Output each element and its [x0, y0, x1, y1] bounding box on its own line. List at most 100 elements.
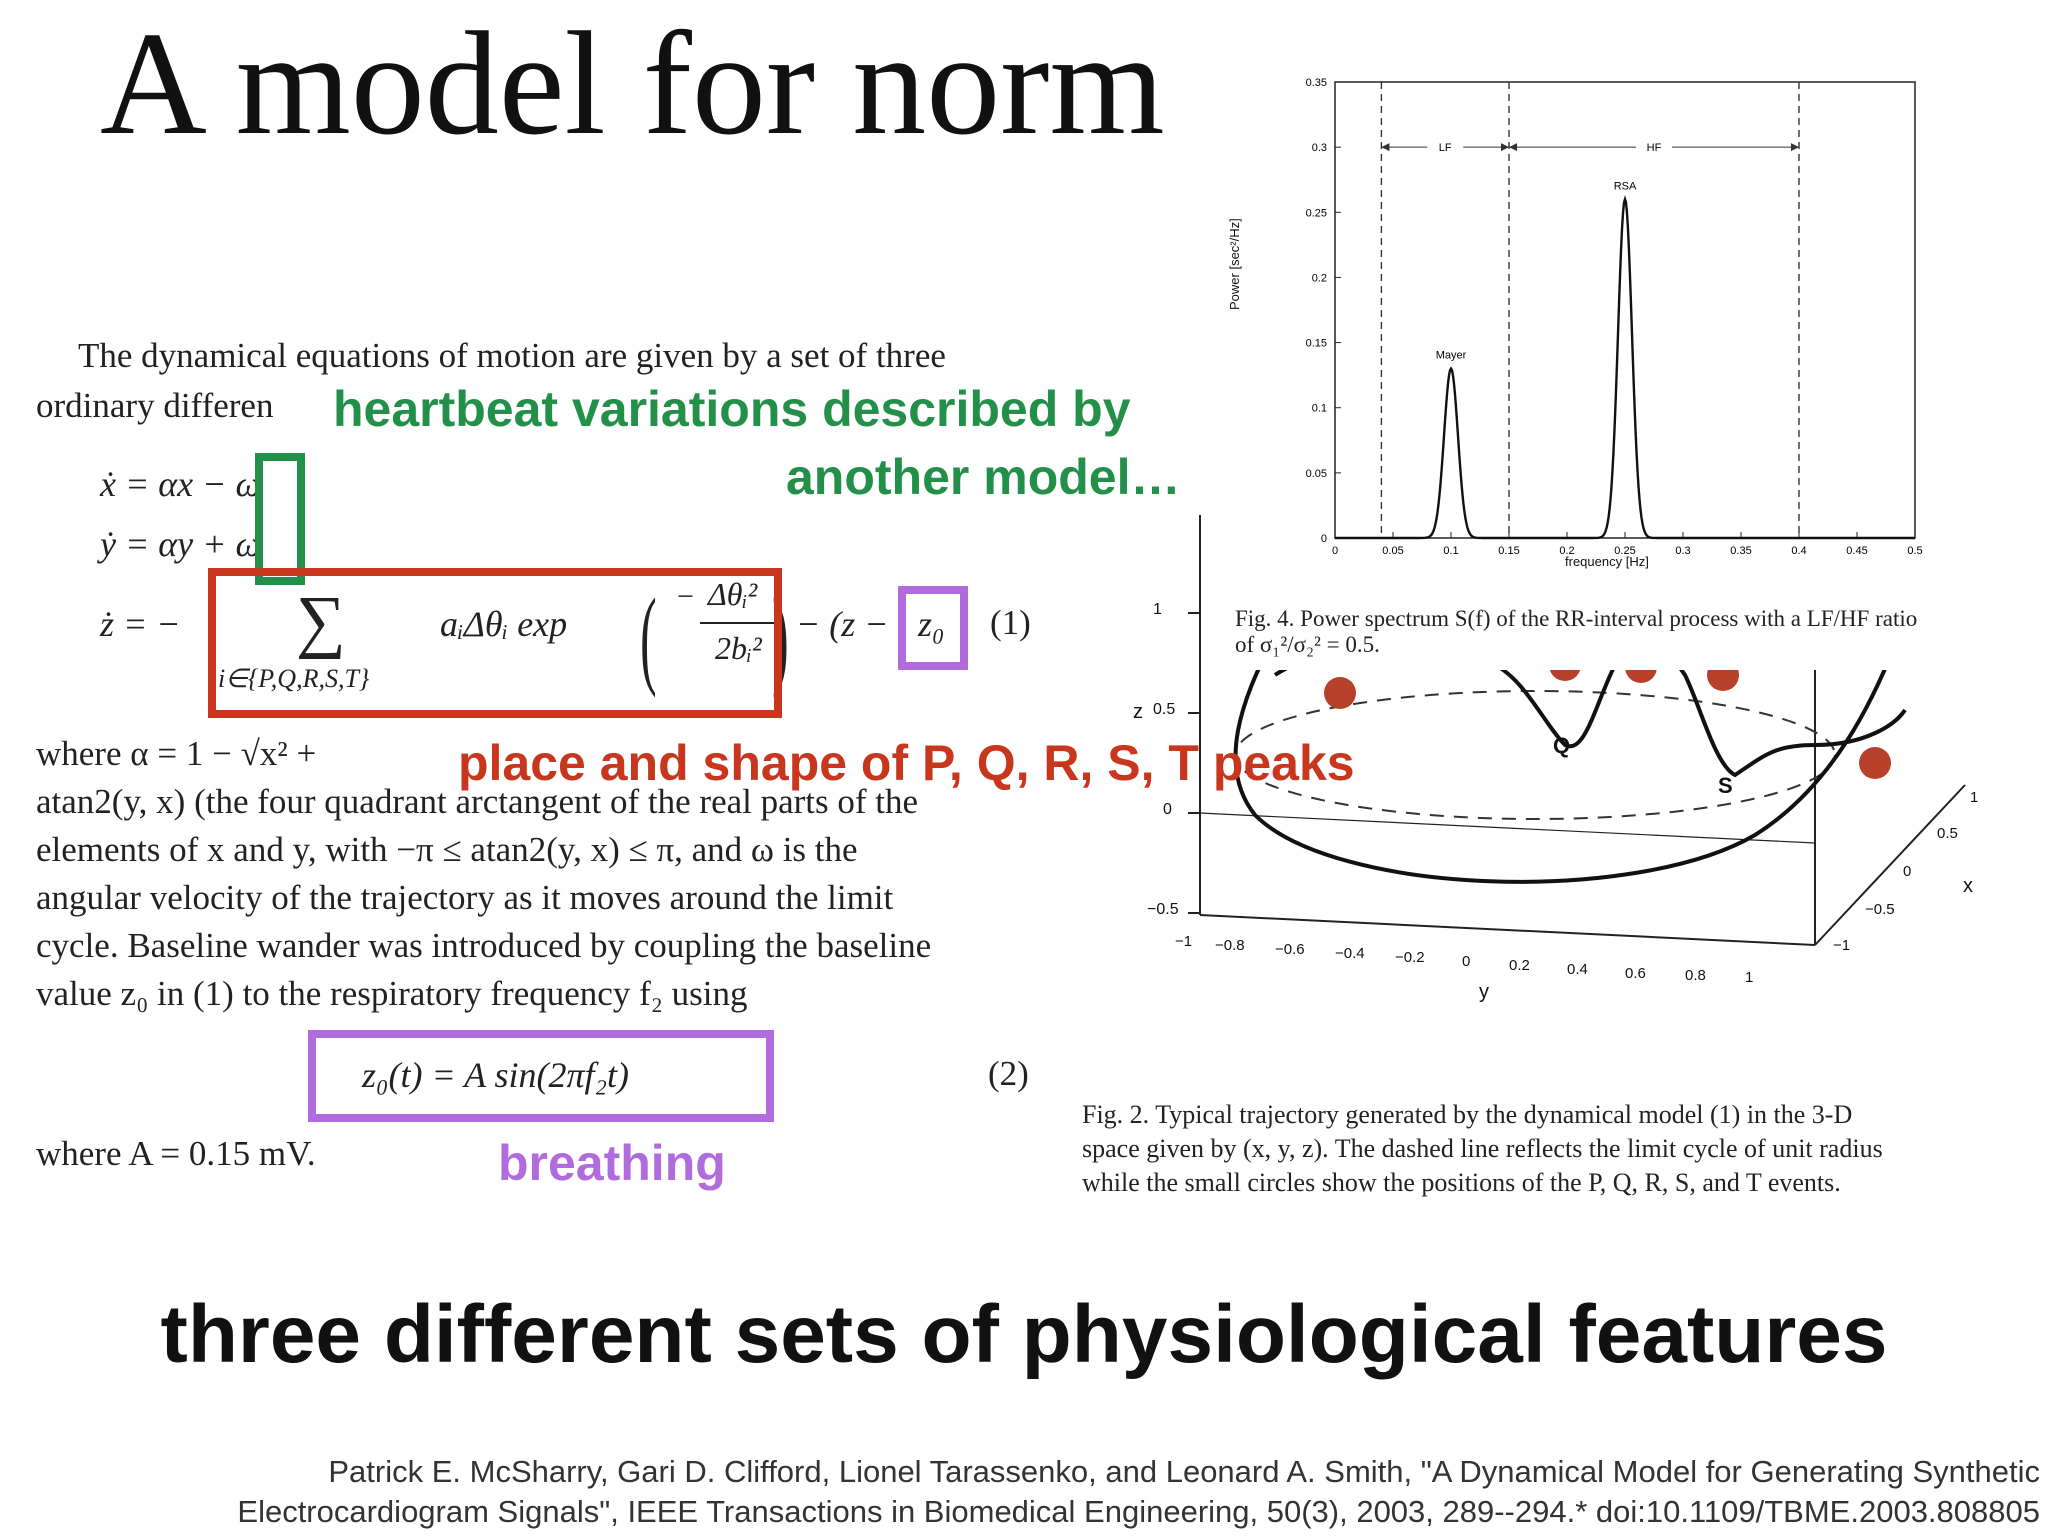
fig2-caption-line1: Fig. 2. Typical trajectory generated by …: [1082, 1100, 1853, 1129]
power-spectrum-x-tick-label: 0.3: [1675, 545, 1690, 557]
power-spectrum-x-tick-label: 0.25: [1614, 545, 1635, 557]
fig2-caption-line3: while the small circles show the positio…: [1082, 1167, 1841, 1197]
equation-y: ẏ = αy + ω: [100, 524, 261, 564]
equation-1-number: (1): [990, 603, 1031, 642]
footer-heading: three different sets of physiological fe…: [160, 1289, 1888, 1380]
trajectory-y-tick-label: 0.6: [1625, 965, 1646, 982]
power-spectrum-y-tick-label: 0.1: [1312, 403, 1327, 415]
power-spectrum-y-tick-label: 0.35: [1306, 77, 1327, 89]
fraction-bar: [700, 622, 782, 624]
power-spectrum-band-label: HF: [1647, 142, 1662, 154]
citation: Patrick E. McSharry, Gari D. Clifford, L…: [237, 1452, 2040, 1533]
z0-highlight-box: [898, 586, 968, 670]
power-spectrum-y-tick-label: 0.15: [1306, 338, 1327, 350]
power-spectrum-x-tick-label: 0.45: [1846, 545, 1867, 557]
power-spectrum-x-tick-label: 0.4: [1791, 545, 1806, 557]
omega-highlight-box: [255, 453, 305, 585]
trajectory-y-tick-label: −0.6: [1275, 941, 1305, 958]
annotation-breathing: breathing: [498, 1135, 726, 1191]
power-spectrum-figure: 0 0.05 0.1 0.15 0.2 0.25 0.3 0.35 0.4 0.45 0.5 0 0.0…: [1215, 60, 1935, 670]
trajectory-z-tick-label-m05: −0.5: [1147, 901, 1179, 918]
trajectory-x-tick-label: −0.5: [1865, 901, 1895, 918]
trajectory-y-tick-label: −0.4: [1335, 945, 1365, 962]
trajectory-x-tick-label: 0: [1903, 863, 1912, 880]
power-spectrum-y-tick-label: 0.05: [1306, 468, 1327, 480]
trajectory-floor-right: [1814, 784, 1966, 946]
event-circle-p: [1324, 677, 1356, 709]
citation-line2: Electrocardiogram Signals", IEEE Transac…: [237, 1494, 2040, 1530]
equation-2: z₀(t) = A sin(2πf₂t): [362, 1055, 630, 1095]
trajectory-y-tick-label: 1: [1745, 969, 1754, 986]
paragraph-where-a: where A = 0.15 mV.: [36, 1134, 316, 1173]
trajectory-z-tick-label-0: 0: [1163, 801, 1172, 818]
equation-z-tail: − (z −: [796, 604, 889, 644]
trajectory-axis-label-z: z: [1133, 701, 1143, 723]
equation-z0: z₀: [918, 604, 945, 644]
fraction-numerator-prefix: −: [675, 580, 696, 613]
power-spectrum-x-tick-label: 0.1: [1443, 545, 1458, 557]
trajectory-floor-front: [1199, 914, 1816, 946]
trajectory-y-tick-label: 0: [1462, 953, 1471, 970]
annotation-heartbeat-line1: heartbeat variations described by: [333, 381, 1131, 437]
trajectory-y-tick-label: −0.2: [1395, 949, 1425, 966]
power-spectrum-x-tick-label: 0.05: [1382, 545, 1403, 557]
sum-index: i∈{P,Q,R,S,T}: [218, 664, 370, 693]
power-spectrum-x-tick-label: 0.2: [1559, 545, 1574, 557]
power-spectrum-y-tick-label: 0.2: [1312, 272, 1327, 284]
paragraph-where-alpha: where α = 1 − √x² +: [36, 734, 317, 773]
paper-intro-line2: ordinary differen: [36, 386, 274, 425]
power-spectrum-band-arrowhead: [1501, 143, 1509, 152]
power-spectrum-x-tick-label: 0: [1332, 545, 1338, 557]
power-spectrum-curve: [1335, 195, 1915, 540]
paragraph-line-elements: elements of x and y, with −π ≤ atan2(y, …: [36, 830, 858, 869]
paragraph-line-angular: angular velocity of the trajectory as it…: [36, 878, 894, 917]
fig2-caption-line2: space given by (x, y, z). The dashed lin…: [1082, 1133, 1883, 1163]
trajectory-z-tick-label-1: 1: [1153, 601, 1162, 618]
fig4-caption-line1: Fig. 4. Power spectrum S(f) of the RR-in…: [1235, 606, 1918, 631]
equation-2-number: (2): [988, 1054, 1029, 1093]
annotation-heartbeat-line2: another model…: [786, 449, 1181, 505]
sum-symbol: ∑: [296, 583, 346, 660]
trajectory-y-tick-label: −1: [1175, 933, 1193, 950]
event-circle-t: [1859, 747, 1891, 779]
trajectory-axis-label-y: y: [1479, 981, 1489, 1003]
sum-term: aᵢΔθᵢ exp: [440, 604, 568, 644]
paragraph-line-cycle: cycle. Baseline wander was introduced by…: [36, 926, 932, 965]
peaks-highlight-box: [208, 568, 782, 718]
annotation-peaks: place and shape of P, Q, R, S, T peaks: [458, 735, 1355, 791]
paragraph-line-value: value z₀ in (1) to the respiratory frequ…: [36, 974, 748, 1013]
paren-left: (: [640, 576, 657, 698]
trajectory-x-tick-label: 0.5: [1937, 825, 1958, 842]
trajectory-z-tick-label-05: 0.5: [1153, 701, 1176, 718]
trajectory-grid-line: [1199, 812, 1816, 844]
power-spectrum-peak-label: RSA: [1614, 180, 1637, 192]
power-spectrum-y-tick-label: 0.25: [1306, 207, 1327, 219]
power-spectrum-band-arrowhead: [1381, 143, 1390, 152]
power-spectrum-x-tick-label: 0.15: [1498, 545, 1519, 557]
paragraph-line-atan: atan2(y, x) (the four quadrant arctangen…: [36, 782, 919, 821]
trajectory-curve-lower: [1233, 644, 1897, 884]
trajectory-axis-label-x: x: [1963, 875, 1973, 897]
trajectory-x-tick-label: 1: [1970, 789, 1979, 806]
trajectory-y-tick-label: 0.2: [1509, 957, 1530, 974]
trajectory-y-tick-label: −0.8: [1215, 937, 1245, 954]
power-spectrum-x-tick-label: 0.5: [1907, 545, 1922, 557]
power-spectrum-plot: 0 0.05 0.1 0.15 0.2 0.25 0.3 0.35 0.4 0.45 0.5 0 0.0…: [1306, 77, 1923, 557]
power-spectrum-band-arrowhead: [1509, 143, 1517, 152]
power-spectrum-x-tick-label: 0.35: [1730, 545, 1751, 557]
fraction-numerator: Δθᵢ²: [708, 576, 758, 612]
power-spectrum-y-tick-label: 0: [1321, 533, 1327, 545]
trajectory-label-q: Q: [1553, 733, 1571, 758]
power-spectrum-peak-label: Mayer: [1436, 350, 1467, 362]
breathing-highlight-box: [308, 1030, 774, 1122]
power-spectrum-band-arrowhead: [1791, 143, 1799, 152]
equation-z-prefix: ż = −: [100, 604, 181, 644]
fig4-caption: Fig. 4. Power spectrum S(f) of the RR-in…: [1235, 606, 1917, 659]
power-spectrum-ylabel: Power [sec²/Hz]: [1227, 218, 1242, 310]
equation-x: ẋ = αx − ω: [100, 464, 261, 504]
fraction-denominator: 2bᵢ²: [715, 630, 762, 666]
trajectory-label-s: S: [1718, 773, 1733, 798]
slide-title: A model for norm: [100, 2, 1165, 166]
trajectory-y-tick-label: 0.8: [1685, 967, 1706, 984]
power-spectrum-xlabel: frequency [Hz]: [1565, 554, 1649, 569]
